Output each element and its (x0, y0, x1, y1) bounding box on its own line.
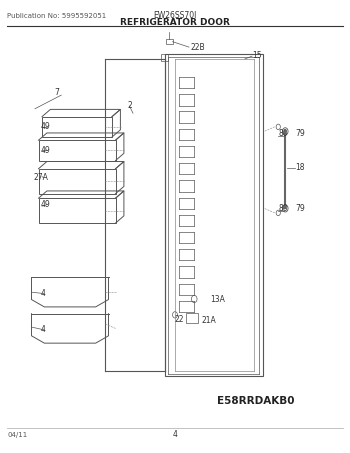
Text: 49: 49 (40, 146, 50, 155)
Text: 2: 2 (128, 101, 133, 110)
Text: 22: 22 (174, 315, 184, 324)
Bar (161, 54, 168, 61)
Text: 4: 4 (40, 325, 45, 334)
Text: 18: 18 (295, 163, 304, 172)
Text: 80: 80 (278, 204, 288, 213)
Bar (166, 39, 173, 44)
Text: 79: 79 (295, 204, 305, 213)
Text: 4: 4 (173, 430, 177, 439)
Text: 22B: 22B (190, 43, 205, 52)
Text: 27A: 27A (33, 173, 48, 182)
Text: REFRIGERATOR DOOR: REFRIGERATOR DOOR (120, 18, 230, 27)
Text: 21A: 21A (201, 316, 216, 325)
Circle shape (282, 205, 288, 212)
Text: 80: 80 (278, 129, 288, 138)
Text: 49: 49 (40, 122, 50, 131)
Text: 7: 7 (54, 88, 59, 97)
Circle shape (282, 128, 288, 135)
Text: 4: 4 (40, 289, 45, 298)
Text: 49: 49 (40, 200, 50, 209)
Text: EW26SS70I: EW26SS70I (153, 11, 197, 20)
Text: E58RRDAKB0: E58RRDAKB0 (217, 396, 294, 406)
Text: Publication No: 5995592051: Publication No: 5995592051 (7, 13, 106, 19)
Text: 15: 15 (252, 51, 262, 60)
Text: 79: 79 (295, 129, 305, 138)
Text: 04/11: 04/11 (7, 432, 27, 438)
Text: 13A: 13A (210, 295, 225, 304)
Bar (186, 313, 198, 323)
